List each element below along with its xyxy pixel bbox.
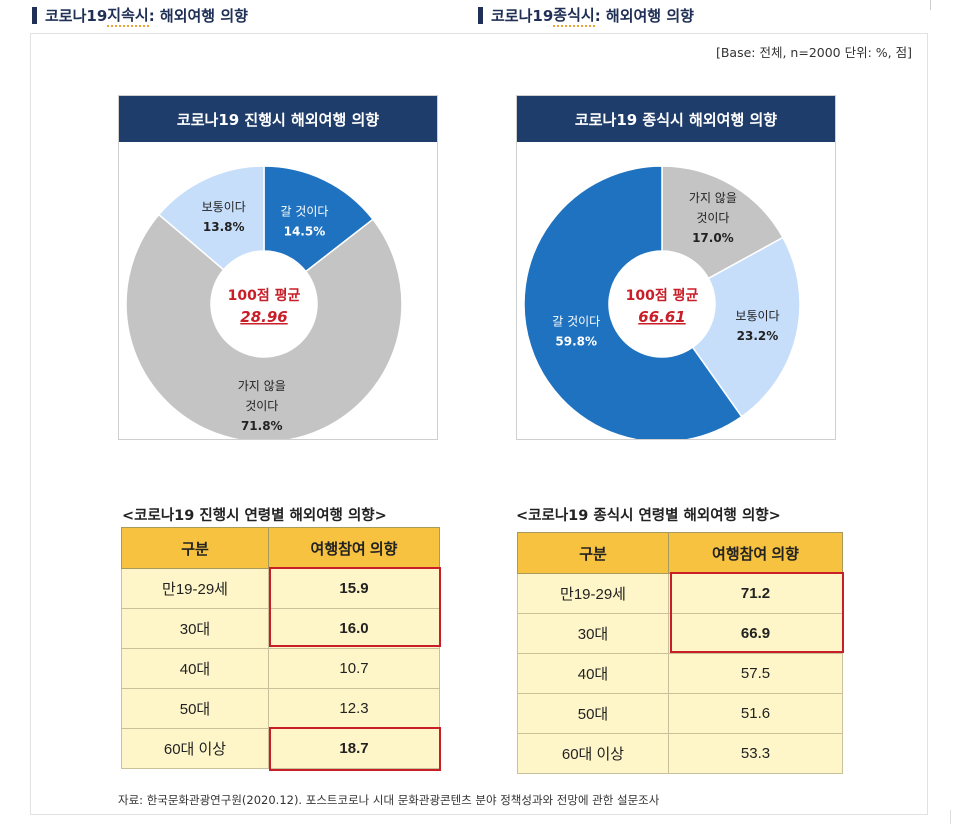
age-group-cell: 60대 이상 — [517, 733, 669, 774]
age-table-ongoing: 구분 여행참여 의향 만19-29세 15.9 30대 16.0 40대 10.7 5… — [121, 527, 440, 769]
heading-suffix: : 해외여행 의향 — [148, 6, 248, 25]
slice-label-line: 가지 않을 — [238, 379, 286, 393]
table-row: 40대 57.5 — [517, 653, 843, 694]
donut-slice — [125, 213, 403, 439]
heading-bar-marker — [32, 6, 37, 24]
slice-label: 보통이다 13.8% — [202, 200, 246, 234]
table-row: 60대 이상 18.7 — [121, 728, 440, 769]
heading-keyword: 지속시 — [107, 4, 149, 27]
base-note: [Base: 전체, n=2000 단위: %, 점] — [715, 45, 912, 60]
heading-suffix: : 해외여행 의향 — [594, 6, 694, 25]
intent-value-cell: 18.7 — [268, 728, 440, 769]
slice-label-line: 것이다 — [245, 399, 278, 413]
highlight-box-senior — [269, 727, 441, 771]
table-row: 30대 66.9 — [517, 613, 843, 654]
table-header-row: 구분 여행참여 의향 — [121, 527, 440, 569]
slice-label-line: 보통이다 — [202, 200, 246, 214]
age-group-cell: 만19-29세 — [121, 568, 269, 609]
slice-label-line: 14.5% — [284, 224, 326, 238]
age-group-cell: 만19-29세 — [517, 573, 669, 614]
slice-label: 보통이다 23.2% — [735, 309, 779, 343]
heading-keyword: 종식시 — [553, 4, 595, 27]
age-group-cell: 40대 — [121, 648, 269, 689]
intent-value-cell: 12.3 — [268, 688, 440, 729]
donut-slice — [691, 236, 801, 418]
average-value: 28.96 — [240, 308, 287, 326]
chart-title: 코로나19 진행시 해외여행 의향 — [119, 96, 437, 142]
section-heading-ongoing: 코로나19 지속시 : 해외여행 의향 — [32, 4, 248, 27]
slice-label-line: 71.8% — [241, 419, 283, 433]
heading-prefix: 코로나19 — [45, 6, 108, 25]
donut-slice — [263, 165, 375, 273]
age-group-cell: 60대 이상 — [121, 728, 269, 769]
slice-label: 갈 것이다 14.5% — [280, 204, 328, 238]
heading-prefix: 코로나19 — [491, 6, 554, 25]
intent-value-cell: 16.0 — [268, 608, 440, 649]
donut-slice — [157, 165, 265, 271]
column-header-group: 구분 — [121, 527, 269, 569]
edge-mark — [950, 810, 951, 824]
age-group-cell: 40대 — [517, 653, 669, 694]
column-header-intent: 여행참여 의향 — [268, 527, 440, 569]
table-row: 60대 이상 53.3 — [517, 733, 843, 774]
chart-title: 코로나19 종식시 해외여행 의향 — [517, 96, 835, 142]
average-label: 100점 평균 — [228, 287, 301, 304]
average-label: 100점 평균 — [626, 287, 699, 304]
age-group-cell: 30대 — [121, 608, 269, 649]
highlight-box-young — [269, 567, 441, 647]
donut-slice — [661, 165, 784, 280]
table-header-row: 구분 여행참여 의향 — [517, 532, 843, 574]
slice-label-line: 가지 않을 — [689, 191, 737, 205]
age-table-title-ongoing: <코로나19 진행시 연령별 해외여행 의향> — [122, 508, 387, 524]
highlight-box-young — [670, 572, 844, 653]
intent-value-cell: 71.2 — [668, 573, 843, 614]
average-value: 66.61 — [638, 308, 685, 326]
intent-value-cell: 57.5 — [668, 653, 843, 694]
age-table-title-ended: <코로나19 종식시 연령별 해외여행 의향> — [516, 508, 781, 524]
age-table-ended: 구분 여행참여 의향 만19-29세 71.2 30대 66.9 40대 57.5 5… — [517, 532, 843, 774]
age-group-cell: 50대 — [121, 688, 269, 729]
column-header-group: 구분 — [517, 532, 669, 574]
intent-value-cell: 66.9 — [668, 613, 843, 654]
slice-label-line: 59.8% — [555, 334, 597, 348]
table-row: 만19-29세 15.9 — [121, 568, 440, 609]
slice-label-line: 것이다 — [696, 211, 729, 225]
slice-label-line: 보통이다 — [735, 309, 779, 323]
slice-label-line: 갈 것이다 — [280, 204, 328, 218]
table-row: 50대 51.6 — [517, 693, 843, 734]
intent-value-cell: 51.6 — [668, 693, 843, 734]
slice-label-line: 17.0% — [692, 231, 734, 245]
column-header-intent: 여행참여 의향 — [668, 532, 843, 574]
source-note: 자료: 한국문화관광연구원(2020.12). 포스트코로나 시대 문화관광콘텐… — [118, 793, 660, 807]
age-group-cell: 50대 — [517, 693, 669, 734]
intent-value-cell: 10.7 — [268, 648, 440, 689]
table-row: 40대 10.7 — [121, 648, 440, 689]
intent-value-cell: 53.3 — [668, 733, 843, 774]
section-heading-ended: 코로나19 종식시 : 해외여행 의향 — [478, 4, 694, 27]
table-row: 만19-29세 71.2 — [517, 573, 843, 614]
slice-label-line: 갈 것이다 — [552, 314, 600, 328]
intent-value-cell: 15.9 — [268, 568, 440, 609]
slice-label: 갈 것이다 59.8% — [552, 314, 600, 348]
top-divider — [930, 0, 931, 10]
slice-label-line: 23.2% — [737, 329, 779, 343]
age-group-cell: 30대 — [517, 613, 669, 654]
table-row: 50대 12.3 — [121, 688, 440, 729]
slice-label-line: 13.8% — [203, 220, 245, 234]
donut-slice — [523, 165, 743, 439]
heading-bar-marker — [478, 6, 483, 24]
table-row: 30대 16.0 — [121, 608, 440, 649]
